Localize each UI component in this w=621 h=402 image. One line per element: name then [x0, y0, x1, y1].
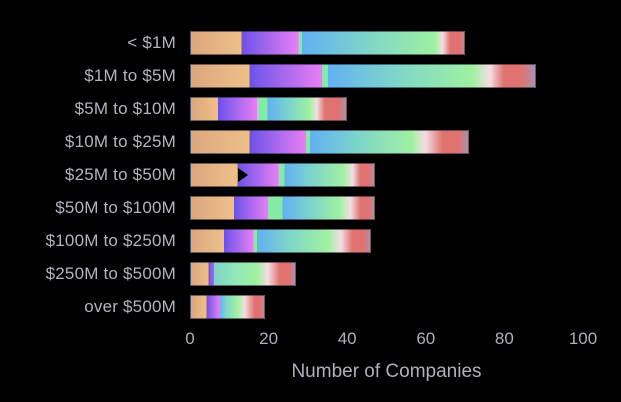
- bar-track: [190, 64, 583, 89]
- chart-row: $100M to $250M: [0, 224, 621, 257]
- bar-track: [190, 261, 583, 286]
- x-tick-label: 40: [337, 329, 357, 349]
- stacked-bar: [190, 97, 348, 122]
- bar-track: [190, 195, 583, 220]
- category-label: $50M to $100M: [55, 197, 176, 217]
- chart-row: $1M to $5M: [0, 60, 621, 93]
- bar-track: [190, 163, 583, 187]
- bar-track: [190, 228, 583, 253]
- stacked-bar: [190, 64, 536, 89]
- bar-track: [190, 31, 583, 56]
- chart-row: < $1M: [0, 27, 621, 60]
- category-label: $25M to $50M: [64, 165, 176, 184]
- chart-row: $10M to $25M: [0, 126, 621, 159]
- cursor-arrow-icon: [237, 168, 248, 182]
- category-label: $250M to $500M: [45, 263, 176, 283]
- bar-track: [190, 97, 583, 122]
- x-tick-label: 0: [185, 329, 195, 349]
- chart-row: $25M to $50M: [0, 159, 621, 192]
- bar-track: [190, 130, 583, 155]
- stacked-bar: [190, 228, 371, 253]
- category-label: $1M to $5M: [84, 66, 176, 86]
- x-axis: 0 20 40 60 80 100: [185, 329, 597, 353]
- bar-track: [190, 294, 583, 319]
- stacked-bar: [190, 294, 265, 319]
- x-tick-label: 80: [494, 329, 514, 349]
- category-label: $5M to $10M: [74, 99, 176, 119]
- chart-row: $50M to $100M: [0, 191, 621, 224]
- category-label: $10M to $25M: [64, 132, 176, 152]
- x-tick-label: 20: [259, 329, 279, 349]
- stacked-bar: [190, 163, 375, 187]
- stacked-bar: [190, 195, 375, 220]
- stacked-bar: [190, 130, 470, 155]
- stacked-bar: [190, 261, 297, 286]
- category-label: < $1M: [127, 33, 176, 53]
- plot-rows: < $1M $1M to $5M $5M to $10M $10M to $25…: [0, 27, 621, 323]
- chart-row: $5M to $10M: [0, 93, 621, 126]
- x-tick-label: 60: [416, 329, 436, 349]
- x-tick-label: 100: [568, 329, 598, 349]
- chart-row: $250M to $500M: [0, 257, 621, 290]
- category-label: over $500M: [84, 296, 176, 316]
- x-axis-title: Number of Companies: [291, 361, 482, 383]
- chart-row: over $500M: [0, 290, 621, 323]
- stacked-bar: [190, 31, 466, 56]
- category-label: $100M to $250M: [45, 230, 176, 250]
